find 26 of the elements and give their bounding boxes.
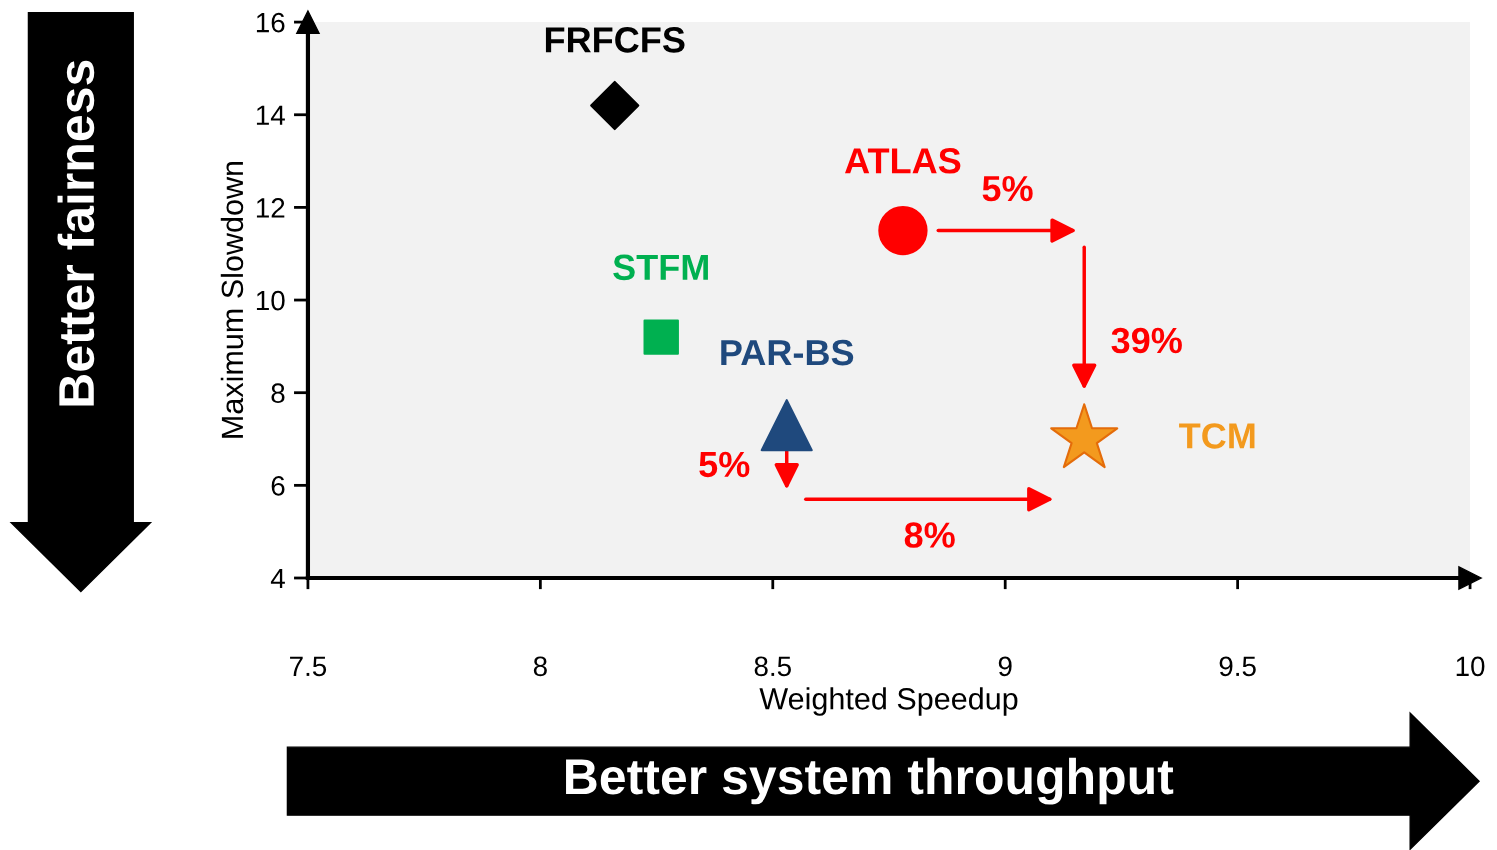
series-label: STFM (613, 254, 708, 281)
x-tick-label: 10 (1456, 656, 1485, 677)
x-tick-label: 9 (998, 656, 1012, 677)
y-tick-label: 8 (271, 383, 285, 404)
y-axis-title: Maximum Slowdown (220, 161, 244, 438)
series-label: FRFCFS (545, 27, 685, 53)
x-tick-label: 9.5 (1219, 656, 1256, 677)
y-tick-label: 6 (271, 476, 285, 496)
text: Better system throughput (566, 757, 1174, 805)
series-label: PAR-BS (721, 339, 854, 366)
y-tick-label: 12 (256, 198, 285, 218)
y-tick-label: 10 (256, 290, 285, 311)
series-label: TCM (1179, 423, 1255, 449)
annotation: 39% (1111, 327, 1182, 354)
x-tick-label: 8 (533, 656, 547, 677)
x-axis-title: Weighted Speedup (759, 687, 1018, 716)
annotation: 5% (699, 451, 750, 478)
series-label: ATLAS (844, 148, 961, 174)
y-tick-label: 4 (270, 568, 285, 589)
annotation: 8% (904, 522, 955, 548)
y-tick-label: 14 (256, 105, 285, 125)
y-tick-label: 16 (256, 12, 285, 33)
x-tick-label: 7.5 (290, 656, 327, 677)
annotation: 5% (982, 175, 1033, 202)
x-tick-label: 8.5 (754, 656, 791, 677)
text: Better fairness (57, 60, 95, 406)
